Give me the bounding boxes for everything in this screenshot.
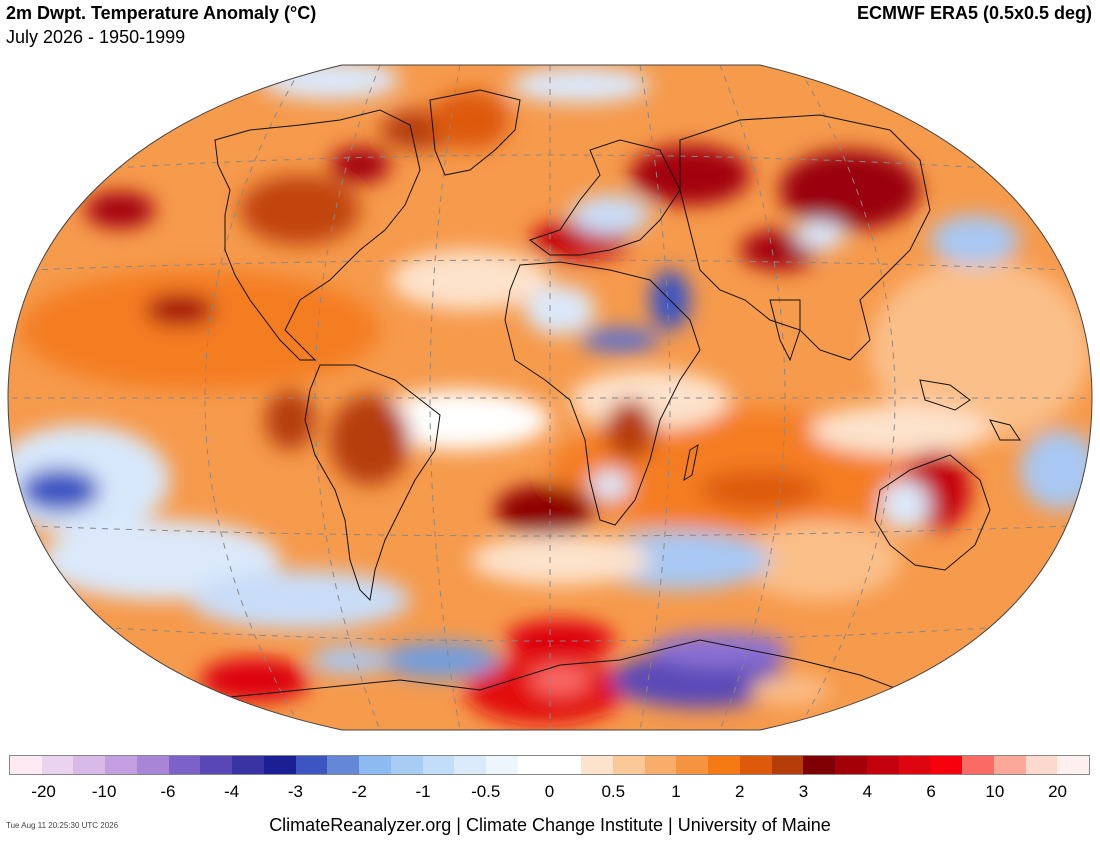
colorbar-swatch: [708, 756, 740, 774]
colorbar-swatch: [136, 756, 169, 774]
colorbar-swatch: [1057, 756, 1089, 774]
colorbar: [9, 755, 1090, 775]
colorbar-swatch: [835, 756, 867, 774]
colorbar-swatch: [581, 756, 613, 774]
colorbar-swatch: [771, 756, 804, 774]
map-title: 2m Dwpt. Temperature Anomaly (°C): [6, 3, 317, 23]
colorbar-swatch: [486, 756, 518, 774]
colorbar-swatch: [739, 756, 772, 774]
globe-outline: [7, 64, 1093, 731]
colorbar-swatch: [41, 756, 74, 774]
colorbar-tick-label: -6: [160, 782, 176, 801]
colorbar-tick-label: -20: [31, 782, 56, 801]
colorbar-tick-label: 0.5: [601, 782, 626, 801]
colorbar-tick-label: -1: [415, 782, 431, 801]
colorbar-swatch: [644, 756, 677, 774]
graticule: [8, 65, 1092, 730]
colorbar-swatch: [295, 756, 328, 774]
colorbar-tick-label: -2: [351, 782, 367, 801]
timestamp: Tue Aug 11 20:25:30 UTC 2026: [6, 821, 119, 830]
colorbar-ticks: -20 -10 -6 -4 -3 -2 -1 -0.5 0 0.5 1 2 3 4 6 10 20: [9, 782, 1090, 804]
colorbar-swatch: [105, 756, 137, 774]
colorbar-swatch: [232, 756, 264, 774]
colorbar-tick-label: 4: [862, 782, 873, 801]
colorbar-tick-label: 10: [985, 782, 1005, 801]
colorbar-swatch: [454, 756, 487, 774]
credits: ClimateReanalyzer.org | Climate Change I…: [269, 815, 831, 835]
colorbar-swatch: [993, 756, 1026, 774]
colorbar-swatch: [866, 756, 899, 774]
colorbar-swatch: [612, 756, 645, 774]
colorbar-tick-label: -4: [224, 782, 240, 801]
colorbar-swatch: [898, 756, 931, 774]
colorbar-tick-label: 2: [735, 782, 745, 801]
colorbar-tick-label: 20: [1048, 782, 1068, 801]
colorbar-swatch: [549, 756, 582, 774]
coastlines: [199, 89, 1021, 701]
colorbar-swatch: [1025, 756, 1058, 774]
colorbar-tick-label: 1: [671, 782, 681, 801]
data-source-label: ECMWF ERA5 (0.5x0.5 deg): [856, 3, 1092, 23]
colorbar-swatch: [390, 756, 423, 774]
colorbar-tick-label: -10: [91, 782, 117, 801]
colorbar-tick-label: -3: [287, 782, 304, 801]
colorbar-swatch: [200, 756, 233, 774]
colorbar-swatch: [676, 756, 709, 774]
colorbar-tick-label: 6: [926, 782, 936, 801]
colorbar-swatch: [422, 756, 455, 774]
colorbar-swatch: [803, 756, 836, 774]
colorbar-swatch: [517, 756, 550, 774]
map-subtitle: July 2026 - 1950-1999: [6, 27, 186, 47]
colorbar-swatch: [263, 756, 296, 774]
colorbar-swatch: [359, 756, 391, 774]
world-map: [7, 64, 1093, 731]
colorbar-swatch: [73, 756, 106, 774]
colorbar-swatch: [327, 756, 360, 774]
colorbar-swatch: [930, 756, 963, 774]
colorbar-tick-label: -0.5: [471, 782, 501, 801]
colorbar-swatch: [168, 756, 201, 774]
colorbar-tick-label: 3: [798, 782, 809, 801]
colorbar-swatch: [10, 756, 42, 774]
colorbar-tick-label: 0: [544, 782, 555, 801]
colorbar-swatch: [962, 756, 994, 774]
